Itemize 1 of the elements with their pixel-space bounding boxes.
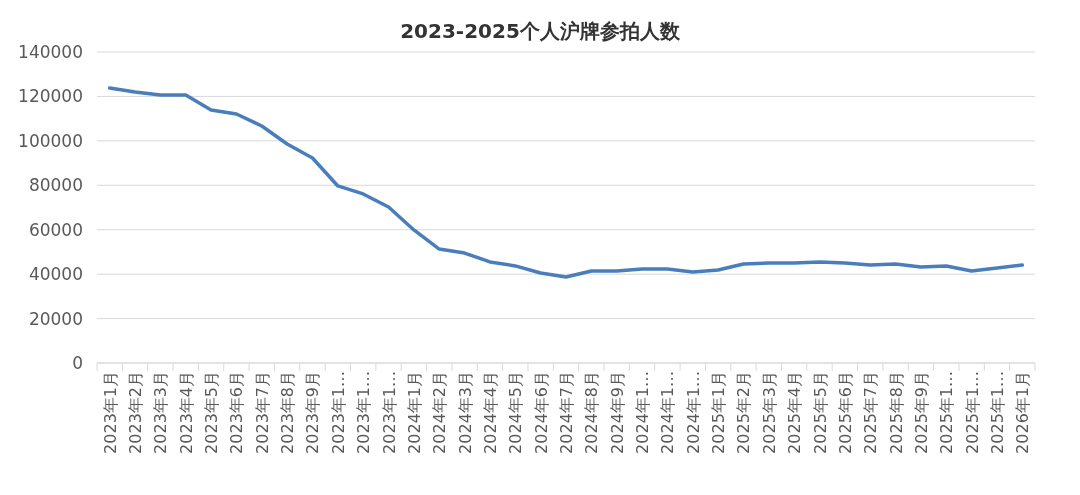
title: 2023-2025个人沪牌参拍人数 [400,19,680,43]
